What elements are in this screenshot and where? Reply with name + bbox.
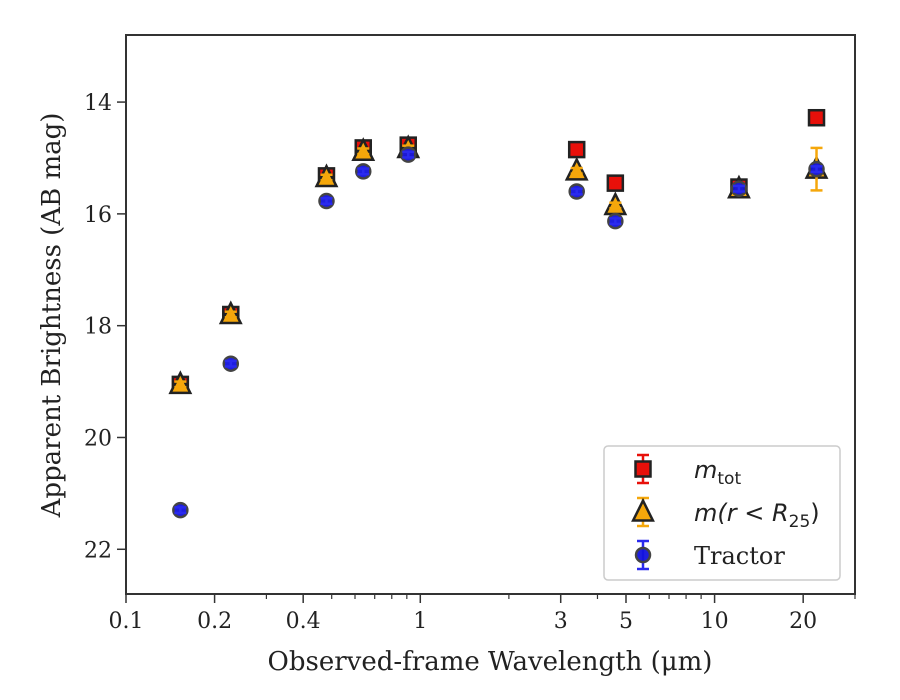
data-point (567, 140, 586, 159)
data-point (808, 160, 825, 178)
legend: mtot m(r < R25) Tractor (603, 445, 841, 581)
x-tick-label: 0.2 (197, 609, 232, 634)
data-point (807, 108, 826, 127)
triangle-marker (631, 497, 655, 522)
y-tick-label: 14 (84, 91, 112, 116)
legend-entry: mtot (634, 453, 741, 489)
data-point (351, 137, 376, 162)
legend-entry: Tractor (634, 539, 785, 571)
data-point (318, 192, 335, 210)
data-points (168, 108, 829, 519)
x-tick-label: 20 (789, 609, 817, 634)
data-point (314, 163, 339, 188)
series-circle (172, 146, 825, 519)
square-marker (634, 460, 652, 478)
legend-entry: m(r < R25) (631, 496, 820, 532)
y-axis: 14 16 18 20 22 (84, 91, 126, 563)
data-point (606, 174, 625, 192)
legend-frame (603, 445, 841, 581)
data-point (222, 355, 240, 372)
x-tick-label: 10 (701, 609, 729, 634)
data-point (564, 156, 589, 181)
circle-marker (634, 546, 652, 564)
legend-label: Tractor (694, 542, 785, 570)
x-axis-title: Observed-frame Wavelength (μm) (268, 647, 713, 677)
plot-frame (125, 34, 856, 595)
x-axis: 0.1 0.2 0.4 1 3 5 10 20 (109, 594, 856, 634)
y-tick-label: 22 (84, 538, 112, 563)
data-point (399, 146, 417, 163)
data-point (730, 180, 748, 197)
legend-label: mtot (694, 456, 741, 489)
x-tick-label: 1 (413, 609, 427, 634)
y-tick-label: 18 (84, 315, 112, 340)
y-tick-label: 20 (84, 426, 112, 451)
y-tick-label: 16 (84, 203, 112, 228)
y-axis-title: Apparent Brightness (AB mag) (37, 113, 67, 519)
x-tick-label: 3 (554, 609, 568, 634)
data-point (568, 183, 585, 200)
data-point (218, 300, 243, 325)
data-point (355, 163, 372, 180)
data-point (607, 212, 624, 230)
data-point (168, 370, 193, 395)
x-tick-label: 0.1 (109, 609, 144, 634)
legend-label: m(r < R25) (694, 499, 820, 532)
x-tick-label: 5 (619, 609, 633, 634)
x-tick-label: 0.4 (286, 609, 321, 634)
data-point (172, 501, 189, 519)
